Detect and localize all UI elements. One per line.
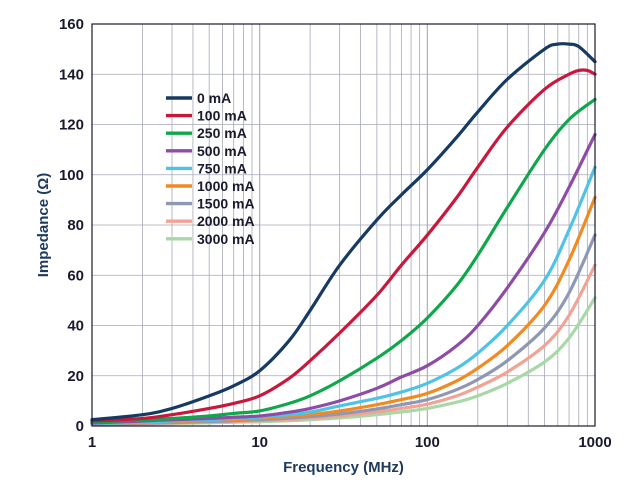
y-tick-label: 60 <box>67 267 84 284</box>
x-axis-label: Frequency (MHz) <box>283 459 404 476</box>
legend-item: 250 mA <box>166 125 247 141</box>
y-tick-label: 120 <box>59 117 84 134</box>
y-tick-label: 20 <box>67 368 84 385</box>
legend-label: 0 mA <box>197 90 231 106</box>
plot-frame <box>91 23 596 427</box>
legend-item: 500 mA <box>166 143 247 159</box>
x-tick-label: 1 <box>88 434 96 451</box>
y-tick-label: 140 <box>59 66 84 83</box>
series-line-500-ma <box>90 132 597 425</box>
series-lines <box>90 42 597 427</box>
legend-label: 500 mA <box>197 143 247 159</box>
x-tick-label: 10 <box>251 434 268 451</box>
legend-label: 2000 mA <box>197 213 255 229</box>
legend-label: 100 mA <box>197 108 247 124</box>
series-line-100-ma <box>90 68 597 423</box>
legend-item: 2000 mA <box>166 213 255 229</box>
series-line-0-ma <box>90 42 597 422</box>
y-tick-label: 160 <box>59 16 84 33</box>
x-tick-label: 100 <box>415 434 440 451</box>
y-tick-label: 80 <box>67 217 84 234</box>
y-tick-label: 0 <box>76 418 84 435</box>
x-tick-labels: 1 10 100 1000 <box>88 434 612 451</box>
legend-item: 100 mA <box>166 108 247 124</box>
legend-item: 750 mA <box>166 160 247 176</box>
axes <box>91 23 596 427</box>
grid <box>92 24 595 426</box>
legend-label: 750 mA <box>197 160 247 176</box>
y-tick-labels: 0 20 40 60 80 100 120 140 160 <box>59 16 84 435</box>
y-tick-label: 100 <box>59 167 84 184</box>
y-tick-label: 40 <box>67 318 84 335</box>
series-line-250-ma <box>90 97 597 424</box>
legend-item: 0 mA <box>166 90 231 106</box>
legend-label: 3000 mA <box>197 231 255 247</box>
legend-label: 1000 mA <box>197 178 255 194</box>
legend-label: 1500 mA <box>197 196 255 212</box>
series-line-750-ma <box>90 165 597 426</box>
legend-label: 250 mA <box>197 125 247 141</box>
x-tick-label: 1000 <box>578 434 611 451</box>
y-axis-label: Impedance (Ω) <box>35 173 52 278</box>
legend-item: 1500 mA <box>166 196 255 212</box>
legend-item: 3000 mA <box>166 231 255 247</box>
legend-item: 1000 mA <box>166 178 255 194</box>
